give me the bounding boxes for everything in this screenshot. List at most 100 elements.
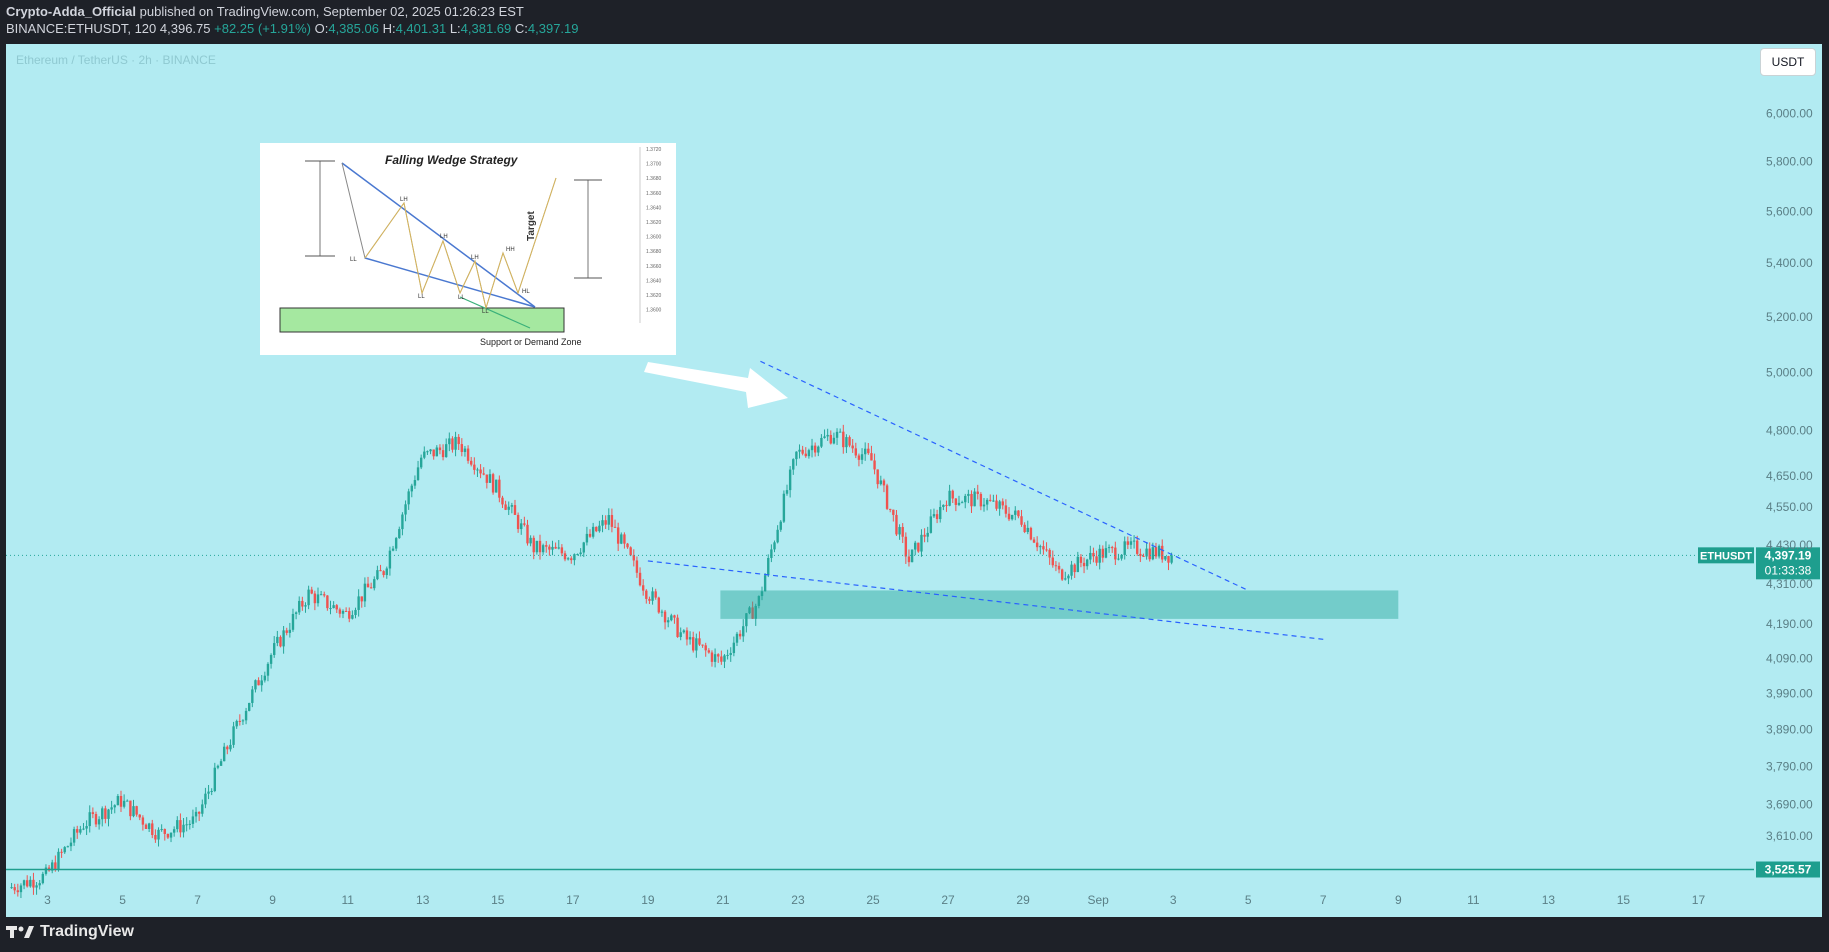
candle-body [1067,575,1070,579]
candle-body [1101,548,1105,558]
candle-body [663,611,667,623]
candle-body [188,823,191,825]
candle-body [526,524,529,544]
candle-body [113,805,116,808]
candle-body [379,570,382,572]
candle-body [541,545,545,553]
candle-body [1161,545,1164,560]
candle-body [441,450,445,458]
time-tick-label: 9 [269,893,276,907]
candle-body [451,438,454,450]
candle-body [1123,541,1126,555]
symbol-badge-text: ETHUSDT [1700,550,1752,562]
price-tick-label: 5,000.00 [1766,366,1813,380]
candle-body [176,820,179,830]
candle-body [38,883,41,886]
time-tick-label: 15 [491,893,505,907]
tradingview-logo[interactable]: TradingView [6,923,134,941]
currency-button[interactable]: USDT [1760,48,1816,76]
candle-body [332,605,335,609]
candle-body [801,449,804,454]
candle-body [710,652,714,662]
candle-body [723,655,726,662]
time-tick-label: Sep [1087,893,1109,907]
candle-body [613,526,617,528]
inset-point-label: HH [506,247,515,253]
candle-body [498,479,501,498]
candle-body [520,523,523,530]
candle-body [363,583,367,602]
candle-body [1004,505,1008,514]
candle-body [251,689,254,703]
candle-body [1020,516,1023,525]
candle-body [185,824,188,826]
candle-body [751,607,754,619]
candle-body [360,596,363,602]
time-axis[interactable]: 3 5 7 9 11 13 15 17 19 21 23 25 27 29 Sep 3 5 7 9 11 13 15 17 [44,893,1705,907]
candle-body [901,527,904,537]
candle-body [182,824,185,833]
candle-body [641,585,645,591]
candle-body [870,453,873,461]
candle-body [967,493,970,496]
candle-body [151,823,154,836]
author-name[interactable]: Crypto-Adda_Official [6,4,137,19]
candle-body [823,436,826,438]
candle-body [654,591,657,598]
candle-body [63,847,66,853]
inset-tick-label: 1.3660 [646,264,662,270]
candle-body [717,654,720,657]
candle-body [141,817,145,825]
candle-body [16,890,20,893]
candle-body [670,615,673,621]
candle-body [354,609,357,616]
candle-body [1126,541,1130,545]
candle-body [304,605,307,607]
time-tick-label: 19 [641,893,655,907]
inset-point-label: HL [522,289,530,295]
candle-body [954,498,958,505]
price-axis[interactable]: 6,200.006,000.005,800.005,600.005,400.00… [1766,60,1813,843]
tradingview-icon [6,926,34,938]
candle-body [1035,542,1039,548]
candle-body [563,553,567,560]
candle-body [813,445,817,453]
inset-tick-label: 1.3660 [646,191,662,197]
candle-body [191,816,195,824]
candle-body [444,444,448,458]
candle-body [535,540,539,553]
candle-body [601,520,604,526]
candle-body [1010,514,1014,520]
candle-body [1148,548,1151,560]
candle-body [629,547,632,556]
candle-body [19,885,23,893]
candle-body [792,459,795,470]
candle-body [704,645,707,651]
candle-body [197,811,201,814]
candle-body [335,605,338,610]
time-tick-label: 13 [1542,893,1556,907]
candle-body [41,873,45,884]
candle-body [570,558,573,561]
candle-body [366,583,370,588]
candle-body [1145,548,1148,557]
candle-body [1089,552,1092,560]
candle-body [1132,540,1136,542]
candle-body [388,550,392,569]
candle-body [992,500,995,502]
candle-body [863,448,867,455]
candle-body [257,680,260,686]
price-tick-label: 3,990.00 [1766,687,1813,701]
candle-body [282,630,285,647]
symbol-badge [1698,547,1754,564]
candle-body [429,449,432,452]
candle-body [273,643,276,655]
candle-body [682,630,686,633]
candle-body [842,431,845,448]
candle-body [729,653,732,655]
candle-body [207,791,210,794]
price-tick-label: 5,400.00 [1766,256,1813,270]
candle-body [754,605,757,619]
inset-tick-label: 1.3600 [646,308,662,314]
